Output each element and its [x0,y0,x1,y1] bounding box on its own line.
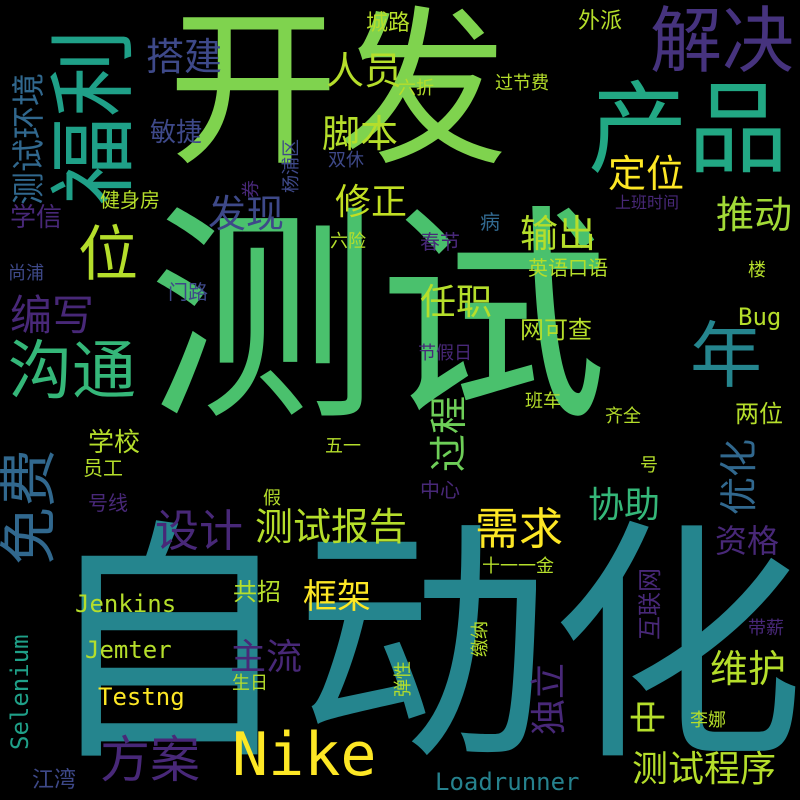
word-ceshichengxu: 测试程序 [632,749,777,790]
word-jiaoben: 脚本 [322,112,399,156]
word-xiuzheng: 修正 [335,182,408,223]
word-jia: 假 [263,488,281,509]
word-xuexin: 学信 [10,203,63,233]
word-loadrunner: Loadrunner [435,768,580,796]
word-qiquan: 齐全 [605,406,641,427]
word-weihu: 维护 [710,647,787,691]
word-goutong: 沟通 [8,335,136,409]
word-zige: 资格 [715,522,780,560]
word-hao: 号 [640,455,658,476]
word-jiejue: 解决 [650,0,795,83]
word-mianfei: 免费 [0,448,63,565]
word-shiyiyijin: 十一一金 [482,556,554,577]
word-wei: 位 [78,220,138,290]
word-chunjie: 春节 [420,230,460,254]
word-zidonghua: 自动化 [40,499,800,796]
word-ceshi: 测试 [148,186,609,453]
word-guojiefei: 过节费 [495,73,549,94]
word-waipai: 外派 [578,9,623,34]
word-jiejiari: 节假日 [418,343,472,364]
word-quan: 券 [241,180,262,198]
word-chenglu: 城路 [366,11,411,36]
word-jianshenfang: 健身房 [100,188,160,212]
word-shangpu: 尚浦 [8,263,44,284]
word-guocheng: 过程 [427,395,471,472]
word-tuidong: 推动 [716,193,793,237]
word-yangpuqu: 杨浦区 [281,139,302,193]
word-renyuan: 人员 [326,49,403,93]
word-youhua: 优化 [717,438,761,515]
word-xiezhu: 协助 [588,485,661,526]
word-kuangjia: 框架 [303,577,371,617]
word-nian: 年 [690,314,763,398]
word-xuexiao: 学校 [88,428,141,458]
word-liuxian: 六险 [330,231,366,252]
word-hulianwang: 互联网 [636,568,664,640]
word-xuqiu: 需求 [475,504,563,555]
word-sheji: 设计 [155,506,243,557]
word-liangwei: 两位 [735,400,783,428]
word-minjie: 敏捷 [150,118,203,148]
word-banche: 班车 [525,391,561,412]
word-duli: 独立 [529,662,570,735]
word-wangkecha: 网可查 [520,316,592,344]
word-selenium: Selenium [6,634,34,750]
word-chanpin: 产品 [588,71,788,188]
word-shuangxiu: 双休 [328,150,364,171]
word-dajian: 搭建 [146,35,223,79]
word-yingyukouyu: 英语口语 [528,256,608,280]
word-shengri: 生日 [232,673,268,694]
word-shangbanshijian: 上班时间 [615,193,680,212]
word-shuchu: 输出 [520,212,597,256]
word-haoxian: 号线 [88,491,128,515]
word-daixin: 带薪 [748,618,784,639]
word-faxian: 发现 [208,192,285,236]
word-fangan: 方案 [100,731,200,789]
word-lina: 李娜 [690,710,726,731]
word-jemter: Jemter [85,636,172,664]
word-tanxing: 弹性 [393,661,414,697]
word-bing: 病 [480,210,500,234]
word-ceshihuanjing: 测试环境 [9,73,48,205]
word-dingwei: 定位 [608,152,685,196]
word-jiaona: 缴纳 [470,621,491,657]
word-gongzhao: 共招 [233,578,281,606]
word-testng: Testng [98,683,185,711]
word-renzhi: 任职 [420,282,493,323]
word-fuli: 福利 [42,28,145,205]
word-jenkins: Jenkins [75,590,177,618]
word-yuangong: 员工 [83,456,123,480]
word-ceshibaogao: 测试报告 [255,505,408,549]
word-menlu: 门路 [168,280,208,304]
word-zhong: 中 [629,698,670,735]
word-jiangwan: 江湾 [32,768,77,793]
word-zhuliu: 主流 [230,637,303,678]
word-bianxie: 编写 [10,291,95,340]
word-kaifa: 开发 [168,0,509,190]
word-liuzhe: 六折 [398,78,434,99]
word-zhongxin: 中心 [420,478,460,502]
word-nike: Nike [232,720,377,790]
word-lou: 楼 [748,260,766,281]
word-wuyi: 五一 [325,436,361,457]
word-bug: Bug [738,303,782,331]
